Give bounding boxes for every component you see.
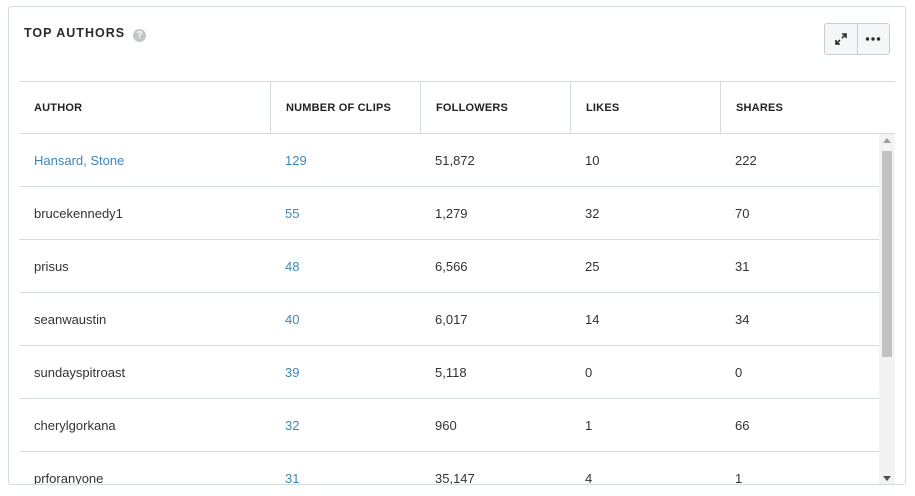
author-cell: seanwaustin <box>34 311 107 327</box>
widget-toolbar <box>824 23 890 55</box>
help-icon[interactable]: ? <box>133 29 146 42</box>
likes-cell: 14 <box>585 311 600 327</box>
author-cell: prforanyone <box>34 470 104 485</box>
followers-cell: 960 <box>435 417 457 433</box>
shares-cell: 66 <box>735 417 750 433</box>
followers-cell: 1,279 <box>435 205 468 221</box>
table-header: AUTHOR NUMBER OF CLIPS FOLLOWERS LIKES S… <box>19 82 895 134</box>
table-row: brucekennedy1 55 1,279 32 70 <box>19 187 879 240</box>
table-row: prisus 48 6,566 25 31 <box>19 240 879 293</box>
table-row: Hansard, Stone 129 51,872 10 222 <box>19 134 879 187</box>
followers-cell: 5,118 <box>435 364 467 380</box>
column-header-followers[interactable]: FOLLOWERS <box>420 82 570 133</box>
shares-cell: 70 <box>735 205 750 221</box>
table-row: cherylgorkana 32 960 1 66 <box>19 399 879 452</box>
likes-cell: 4 <box>585 470 593 485</box>
table-row: seanwaustin 40 6,017 14 34 <box>19 293 879 346</box>
clips-count-link[interactable]: 32 <box>285 417 300 433</box>
scroll-up-arrow-icon[interactable] <box>883 138 891 143</box>
column-header-author[interactable]: AUTHOR <box>34 101 83 114</box>
author-cell: cherylgorkana <box>34 417 116 433</box>
scrollbar-thumb[interactable] <box>882 151 892 357</box>
table-row: prforanyone 31 35,147 4 1 <box>19 452 879 485</box>
more-options-icon <box>866 37 881 41</box>
shares-cell: 1 <box>735 470 743 485</box>
likes-cell: 10 <box>585 152 600 168</box>
followers-cell: 6,566 <box>435 258 468 274</box>
clips-count-link[interactable]: 40 <box>285 311 300 327</box>
table-scrollbar[interactable] <box>879 134 895 484</box>
expand-icon <box>834 33 847 45</box>
likes-cell: 0 <box>585 364 593 380</box>
author-cell: prisus <box>34 258 69 274</box>
shares-cell: 222 <box>735 152 757 168</box>
expand-button[interactable] <box>825 24 857 54</box>
followers-cell: 51,872 <box>435 152 475 168</box>
followers-cell: 6,017 <box>435 311 468 327</box>
author-link[interactable]: Hansard, Stone <box>34 152 125 168</box>
likes-cell: 32 <box>585 205 600 221</box>
column-header-number-of-clips[interactable]: NUMBER OF CLIPS <box>270 82 420 133</box>
author-cell: sundayspitroast <box>34 364 126 380</box>
shares-cell: 0 <box>735 364 743 380</box>
widget-title: TOP AUTHORS <box>24 26 126 40</box>
table-row: sundayspitroast 39 5,118 0 0 <box>19 346 879 399</box>
clips-count-link[interactable]: 55 <box>285 205 300 221</box>
authors-table: AUTHOR NUMBER OF CLIPS FOLLOWERS LIKES S… <box>19 81 895 485</box>
clips-count-link[interactable]: 129 <box>285 152 307 168</box>
column-header-shares[interactable]: SHARES <box>720 82 895 133</box>
likes-cell: 1 <box>585 417 593 433</box>
shares-cell: 34 <box>735 311 750 327</box>
shares-cell: 31 <box>735 258 750 274</box>
column-header-likes[interactable]: LIKES <box>570 82 720 133</box>
clips-count-link[interactable]: 39 <box>285 364 300 380</box>
clips-count-link[interactable]: 31 <box>285 470 300 485</box>
table-body: Hansard, Stone 129 51,872 10 222 bruceke… <box>19 134 879 485</box>
top-authors-widget: TOP AUTHORS ? AUTHOR NUMBER OF CLIPS FOL… <box>8 6 906 485</box>
more-options-button[interactable] <box>856 24 889 54</box>
followers-cell: 35,147 <box>435 470 475 485</box>
author-cell: brucekennedy1 <box>34 205 123 221</box>
clips-count-link[interactable]: 48 <box>285 258 300 274</box>
scroll-down-arrow-icon[interactable] <box>883 476 891 481</box>
likes-cell: 25 <box>585 258 600 274</box>
